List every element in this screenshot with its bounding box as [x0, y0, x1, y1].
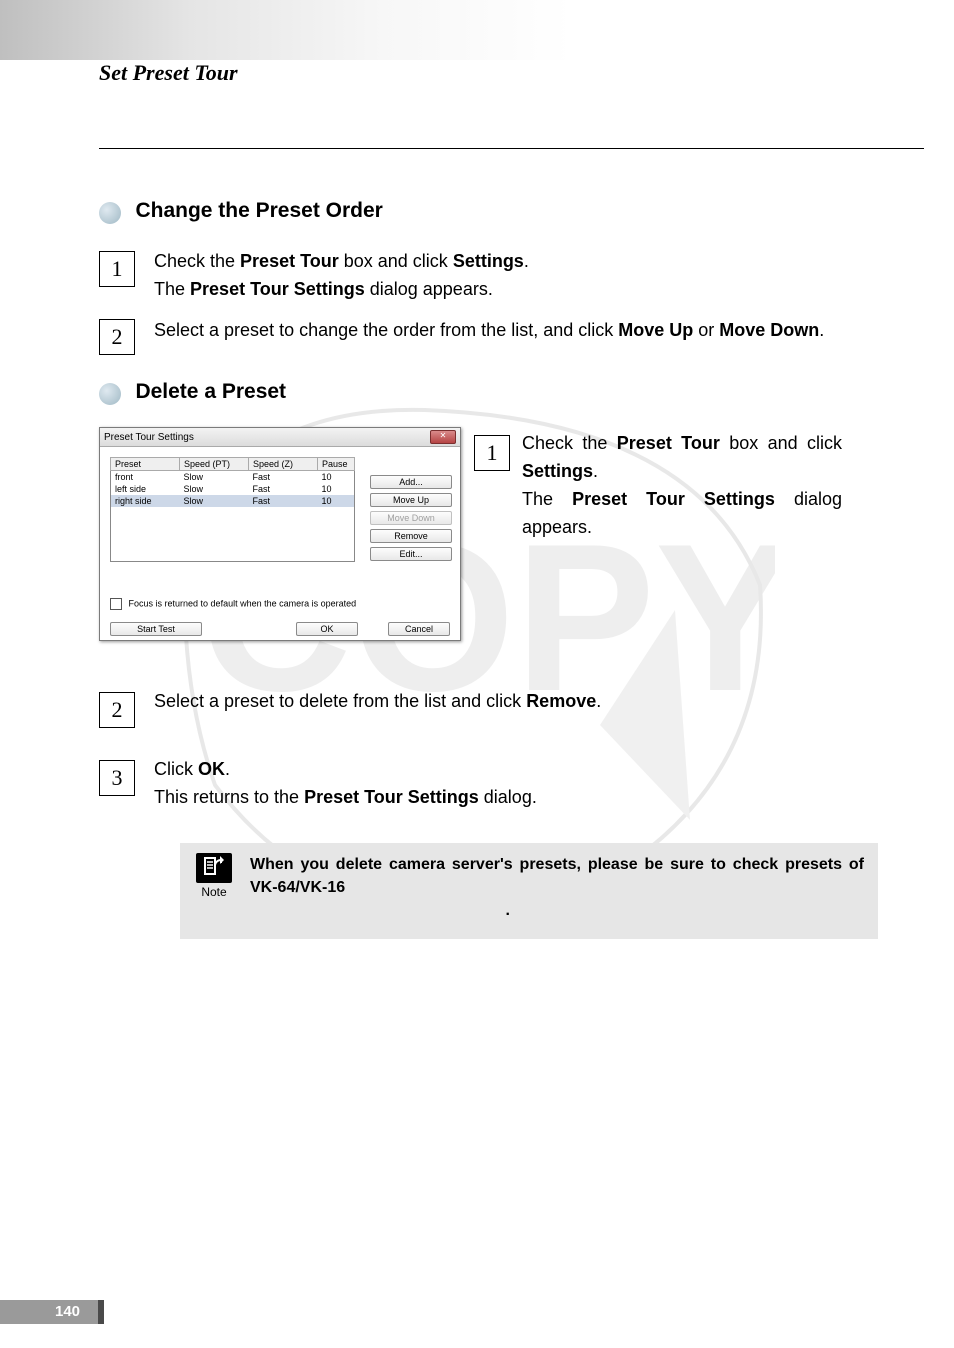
table-row-selected[interactable]: right side Slow Fast 10 — [111, 495, 355, 507]
t: Preset Tour Settings — [304, 787, 479, 807]
step-1-text-b: Check the Preset Tour box and click Sett… — [522, 430, 842, 542]
ok-button[interactable]: OK — [296, 622, 358, 636]
focus-checkbox-label: Focus is returned to default when the ca… — [129, 598, 357, 608]
col-preset: Preset — [111, 458, 180, 471]
bullet-icon — [99, 202, 121, 224]
t: Select a preset to change the order from… — [154, 320, 618, 340]
t: . — [596, 691, 601, 711]
page-number-bar — [0, 1300, 98, 1324]
note-box: Note When you delete camera server's pre… — [180, 843, 878, 939]
t: Select a preset to delete from the list … — [154, 691, 526, 711]
heading-change-order: Change the Preset Order — [99, 199, 383, 224]
t: . — [225, 759, 230, 779]
cell: right side — [111, 495, 180, 507]
preset-tour-settings-dialog: Preset Tour Settings ✕ Preset Speed (PT)… — [99, 427, 461, 641]
step-2-text-a: Select a preset to change the order from… — [154, 317, 874, 345]
t: The — [154, 279, 190, 299]
step-number: 2 — [99, 692, 135, 728]
step-number: 1 — [474, 435, 510, 471]
t: Click — [154, 759, 198, 779]
checkbox-icon[interactable] — [110, 598, 122, 610]
preset-table: Preset Speed (PT) Speed (Z) Pause front … — [110, 457, 355, 562]
bullet-icon — [99, 383, 121, 405]
add-button[interactable]: Add... — [370, 475, 452, 489]
t: Check the — [522, 433, 617, 453]
col-pause: Pause — [318, 458, 355, 471]
t: Preset Tour Settings — [190, 279, 365, 299]
t: Settings — [522, 461, 593, 481]
close-icon[interactable]: ✕ — [430, 430, 456, 444]
col-speed-pt: Speed (PT) — [180, 458, 249, 471]
dialog-side-buttons: Add... Move Up Move Down Remove Edit... — [370, 475, 450, 565]
remove-button[interactable]: Remove — [370, 529, 452, 543]
col-speed-z: Speed (Z) — [249, 458, 318, 471]
t: box and click — [339, 251, 453, 271]
step-3-box: 3 — [99, 760, 135, 796]
start-test-button[interactable]: Start Test — [110, 622, 202, 636]
cell: left side — [111, 483, 180, 495]
cancel-button[interactable]: Cancel — [388, 622, 450, 636]
step-2-text-b: Select a preset to delete from the list … — [154, 688, 854, 716]
note-label: Note — [194, 885, 234, 899]
step-3-text: Click OK. This returns to the Preset Tou… — [154, 756, 854, 812]
page-number-edge — [98, 1300, 104, 1324]
t: . — [250, 899, 510, 922]
step-1-box-a: 1 — [99, 251, 135, 287]
table-row[interactable]: left side Slow Fast 10 — [111, 483, 355, 495]
t: When you delete camera server's presets,… — [250, 856, 864, 896]
cell: 10 — [318, 471, 355, 484]
cell: front — [111, 471, 180, 484]
cell: Slow — [180, 483, 249, 495]
t: OK — [198, 759, 225, 779]
dialog-title: Preset Tour Settings — [104, 432, 194, 443]
cell: Slow — [180, 471, 249, 484]
t: This returns to the — [154, 787, 304, 807]
step-1-text-a: Check the Preset Tour box and click Sett… — [154, 248, 854, 304]
t: box and click — [720, 433, 842, 453]
step-number: 2 — [99, 319, 135, 355]
focus-checkbox-row[interactable]: Focus is returned to default when the ca… — [110, 598, 356, 610]
t: or — [693, 320, 719, 340]
section-title: Set Preset Tour — [99, 60, 238, 86]
t: The — [522, 489, 572, 509]
heading-change-order-text: Change the Preset Order — [135, 199, 382, 222]
t: Preset Tour Settings — [572, 489, 775, 509]
t: Move Up — [618, 320, 693, 340]
edit-button[interactable]: Edit... — [370, 547, 452, 561]
cell: Slow — [180, 495, 249, 507]
page-number-block: 140 — [0, 1300, 110, 1330]
t: Preset Tour — [240, 251, 339, 271]
note-icon — [196, 853, 232, 883]
step-2-box-b: 2 — [99, 692, 135, 728]
horizontal-rule — [99, 148, 924, 149]
move-up-button[interactable]: Move Up — [370, 493, 452, 507]
cell: Fast — [249, 495, 318, 507]
top-gradient — [0, 0, 954, 60]
t: . — [593, 461, 598, 481]
cell: 10 — [318, 483, 355, 495]
step-number: 1 — [99, 251, 135, 287]
table-row[interactable]: front Slow Fast 10 — [111, 471, 355, 484]
t: Preset Tour — [617, 433, 720, 453]
t: Move Down — [719, 320, 819, 340]
t: dialog appears. — [365, 279, 493, 299]
cell: Fast — [249, 471, 318, 484]
note-text: When you delete camera server's presets,… — [250, 853, 864, 923]
t: Settings — [453, 251, 524, 271]
t: Check the — [154, 251, 240, 271]
note-icon-block: Note — [194, 853, 234, 899]
step-2-box-a: 2 — [99, 319, 135, 355]
dialog-titlebar: Preset Tour Settings ✕ — [100, 428, 460, 447]
t: Remove — [526, 691, 596, 711]
cell: 10 — [318, 495, 355, 507]
step-1-box-b: 1 — [474, 435, 510, 471]
t: . — [524, 251, 529, 271]
step-number: 3 — [99, 760, 135, 796]
t: . — [819, 320, 824, 340]
t: dialog. — [479, 787, 537, 807]
page-number: 140 — [55, 1303, 80, 1320]
cell: Fast — [249, 483, 318, 495]
move-down-button[interactable]: Move Down — [370, 511, 452, 525]
